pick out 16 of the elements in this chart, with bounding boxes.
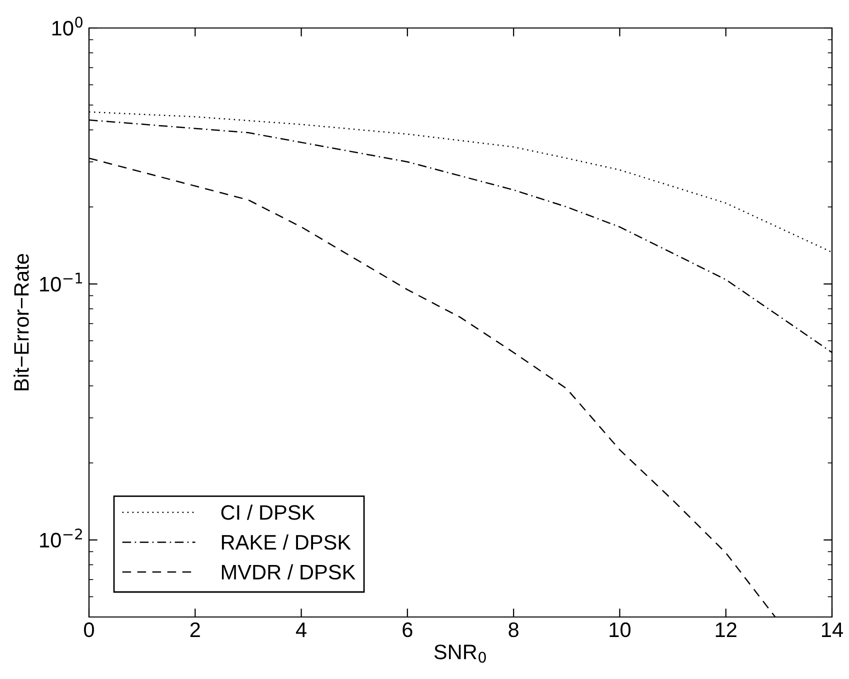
- x-tick-label: 10: [610, 622, 630, 638]
- x-axis-title: SNR$_{0}$: [434, 644, 486, 663]
- x-tick-label: 14: [822, 622, 843, 637]
- x-tick-label: 4: [296, 622, 306, 637]
- y-tick-label: 10$^{0}$: [52, 16, 82, 36]
- y-tick-label: 10$^{−1}$: [40, 272, 82, 292]
- legend-label: CI / DPSK: [221, 504, 315, 520]
- legend-label: MVDR / DPSK: [222, 564, 356, 580]
- x-tick-label: 8: [508, 622, 518, 638]
- x-tick-label: 0: [84, 622, 94, 638]
- x-tick-label: 12: [716, 622, 736, 637]
- legend-label: RAKE / DPSK: [222, 534, 351, 550]
- y-tick-label: 10$^{−2}$: [40, 528, 82, 548]
- x-tick-label: 2: [190, 622, 200, 637]
- y-axis-title: Bit−Error−Rate: [14, 254, 29, 390]
- x-tick-label: 6: [402, 622, 412, 638]
